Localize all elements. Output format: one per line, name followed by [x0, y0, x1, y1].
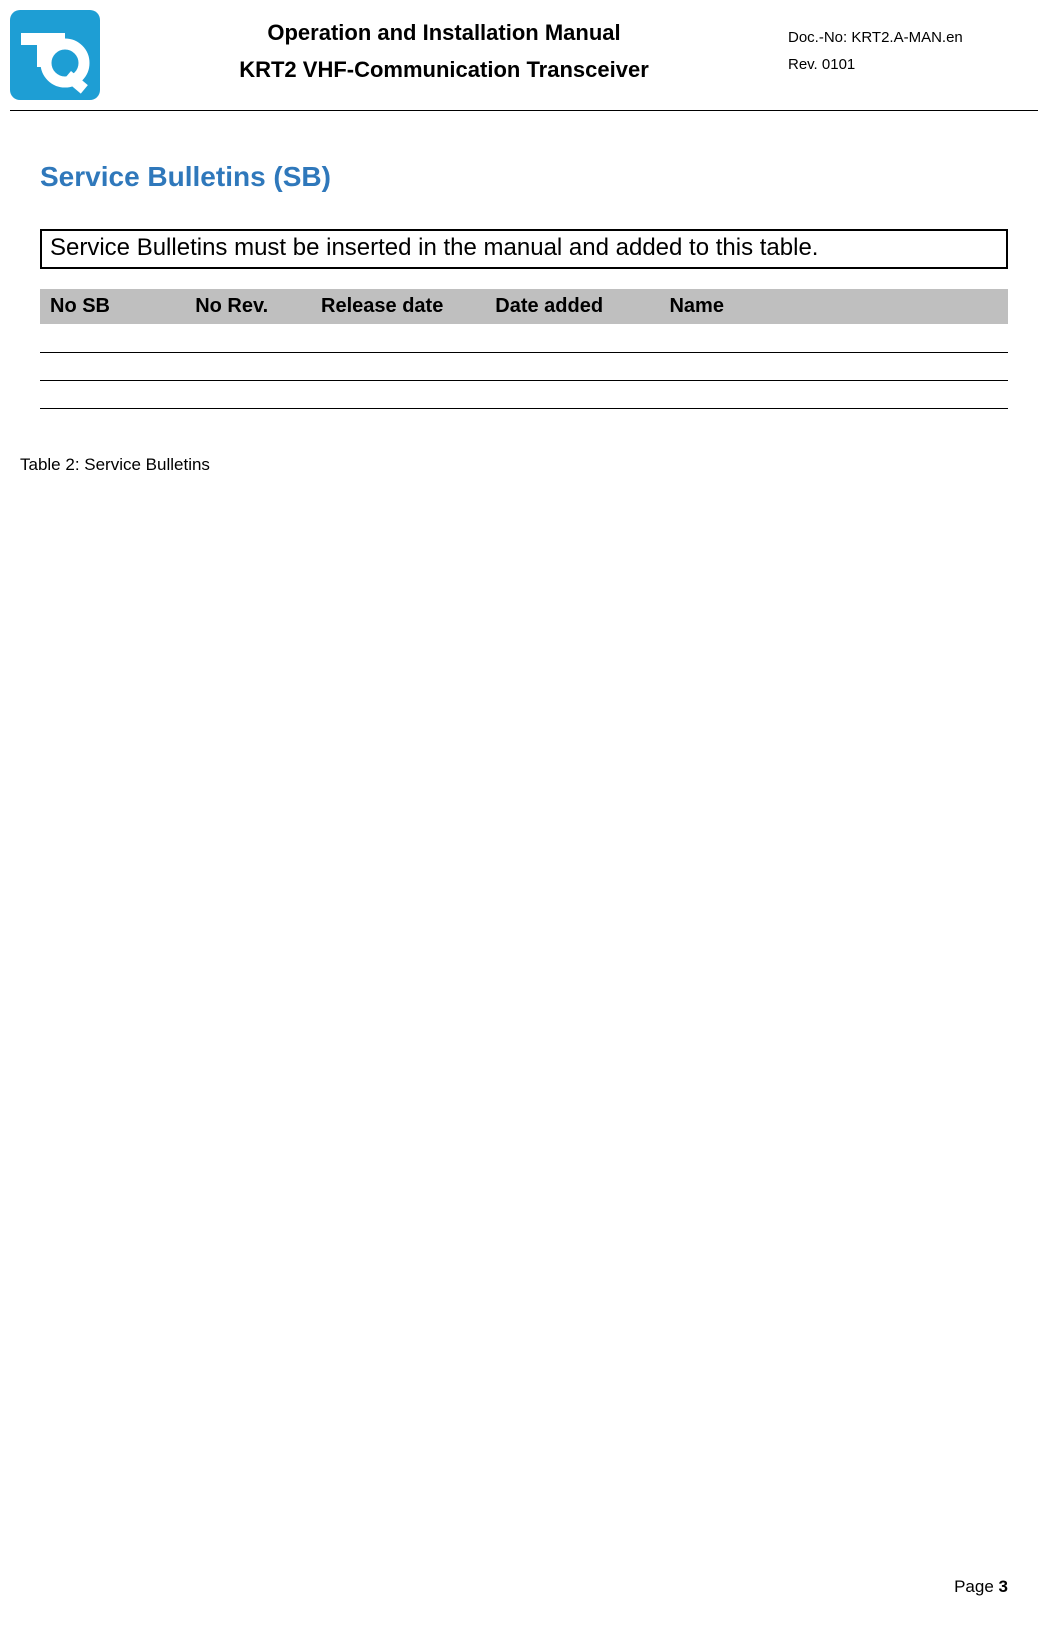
col-date-added: Date added	[485, 289, 659, 324]
col-no-rev: No Rev.	[185, 289, 311, 324]
header-title-block: Operation and Installation Manual KRT2 V…	[100, 10, 788, 86]
manual-title-line2: KRT2 VHF-Communication Transceiver	[100, 55, 788, 86]
col-no-sb: No SB	[40, 289, 185, 324]
page-header: Operation and Installation Manual KRT2 V…	[0, 0, 1048, 100]
tq-logo	[10, 10, 100, 100]
table-row	[40, 324, 1008, 352]
doc-number: Doc.-No: KRT2.A-MAN.en	[788, 24, 1008, 51]
table-header: No SB No Rev. Release date Date added Na…	[40, 289, 1008, 324]
doc-meta: Doc.-No: KRT2.A-MAN.en Rev. 0101	[788, 10, 1008, 78]
table-body	[40, 324, 1008, 408]
page-footer: Page 3	[954, 1577, 1008, 1597]
table-caption: Table 2: Service Bulletins	[20, 455, 1008, 475]
col-release-date: Release date	[311, 289, 485, 324]
table-row	[40, 352, 1008, 380]
tq-logo-icon	[15, 15, 95, 95]
doc-revision: Rev. 0101	[788, 51, 1008, 78]
page-number: 3	[999, 1577, 1008, 1596]
page-content: Service Bulletins (SB) Service Bulletins…	[0, 111, 1048, 475]
instruction-note: Service Bulletins must be inserted in th…	[40, 229, 1008, 269]
col-name: Name	[659, 289, 1008, 324]
manual-title-line1: Operation and Installation Manual	[100, 18, 788, 49]
section-heading: Service Bulletins (SB)	[40, 161, 1008, 193]
document-page: Operation and Installation Manual KRT2 V…	[0, 0, 1048, 1647]
table-row	[40, 380, 1008, 408]
service-bulletins-table: No SB No Rev. Release date Date added Na…	[40, 289, 1008, 409]
page-label: Page	[954, 1577, 998, 1596]
